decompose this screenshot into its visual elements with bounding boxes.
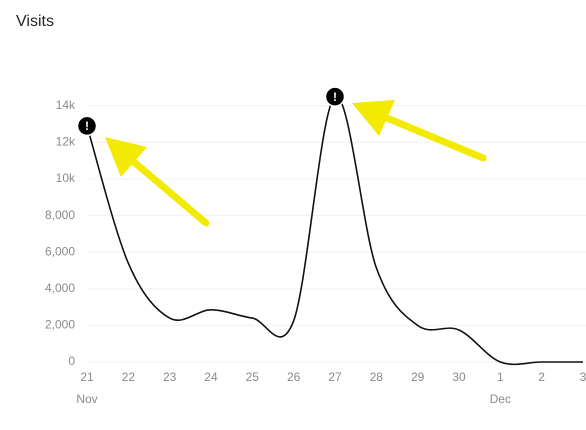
x-tick-label: 23 [163,370,177,384]
line [86,95,583,366]
x-tick-label: 27 [328,370,342,384]
month-label: Dec [490,392,511,406]
annotation-label: ! [85,119,89,133]
x-tick-label: 21 [80,370,94,384]
y-tick-label: 12k [56,135,76,149]
y-tick-label: 4,000 [45,281,75,295]
y-tick-label: 14k [56,98,76,112]
x-tick-label: 2 [538,370,545,384]
arrow-shaft [130,158,210,227]
month-label: Nov [76,392,97,406]
arrow-shaft [383,114,487,162]
x-tick-label: 22 [122,370,136,384]
y-tick-label: 0 [68,354,75,368]
x-tick-label: 29 [411,370,425,384]
x-tick-label: 28 [370,370,384,384]
arrow [352,100,487,162]
arrow-head [352,100,395,136]
x-tick-label: 26 [287,370,301,384]
annotation-marker [76,115,98,137]
arrow-head [105,137,147,177]
x-tick-label: 24 [204,370,218,384]
x-tick-label: 1 [497,370,504,384]
y-tick-label: 6,000 [45,244,75,258]
arrow [105,137,210,227]
x-tick-label: 3 [580,370,586,384]
y-tick-label: 10k [56,171,76,185]
x-tick-label: 25 [246,370,260,384]
annotation-marker [324,86,346,107]
annotation-label: ! [333,90,337,104]
y-tick-label: 2,000 [45,318,75,332]
chart-title: Visits [16,13,54,30]
x-tick-label: 30 [452,370,466,384]
y-tick-label: 8,000 [45,208,75,222]
